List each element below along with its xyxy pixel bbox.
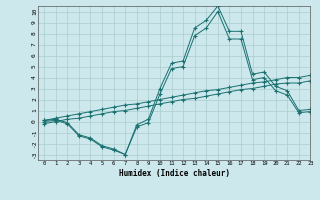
- X-axis label: Humidex (Indice chaleur): Humidex (Indice chaleur): [119, 169, 230, 178]
